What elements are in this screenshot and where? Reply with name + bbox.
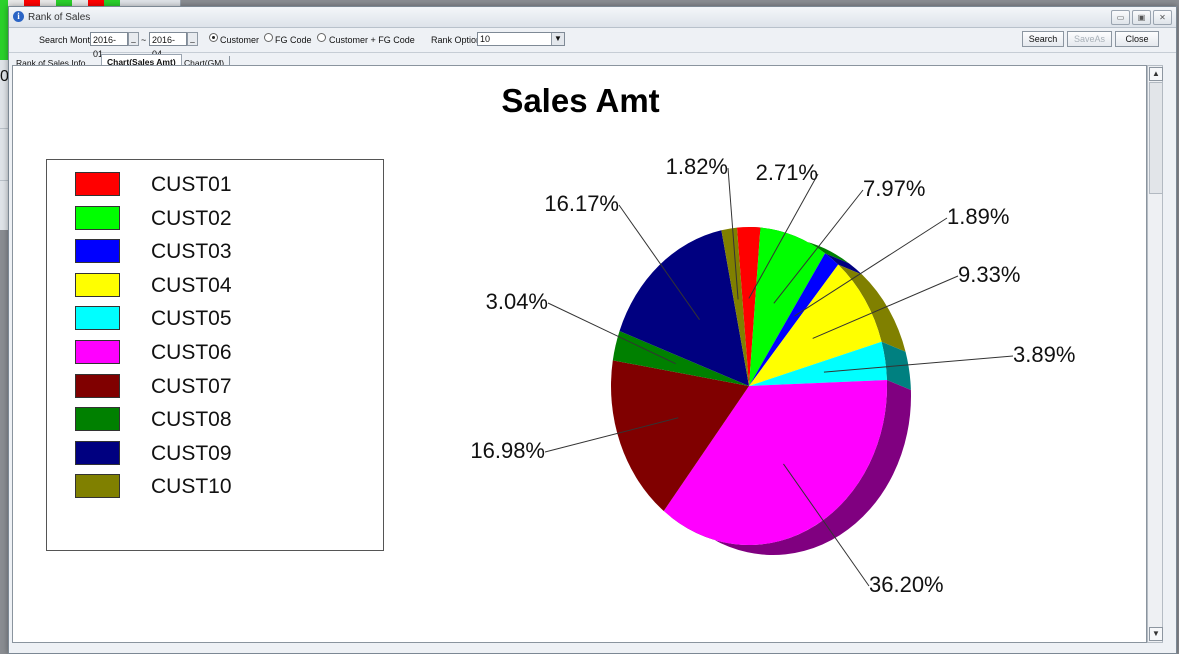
pie-slice xyxy=(749,253,839,386)
radio-customer[interactable] xyxy=(209,33,218,42)
vertical-scrollbar[interactable]: ▲ ▼ xyxy=(1147,65,1163,643)
legend-swatch xyxy=(75,373,120,398)
pie-slice-side xyxy=(825,253,863,275)
legend-swatch xyxy=(75,474,120,499)
legend-label: CUST07 xyxy=(151,374,232,398)
pie-slice xyxy=(749,227,826,386)
leader-line xyxy=(773,189,864,304)
radio-customer-label: Customer xyxy=(220,35,260,45)
leader-line xyxy=(823,355,1014,373)
legend-label: CUST06 xyxy=(151,341,232,364)
month-from-field[interactable]: 2016-01 xyxy=(90,32,128,59)
legend-swatch xyxy=(75,440,120,465)
pie-chart: 2.71% 7.97% 1.89% 9.33% 3.89% 36.20% 16.98% 3.0… xyxy=(470,154,1075,597)
pie-slice xyxy=(736,227,761,386)
legend-swatch xyxy=(75,205,120,230)
tab-chart-gm[interactable]: Chart(GM) xyxy=(179,56,231,71)
rank-option-label: Rank Option xyxy=(431,35,482,45)
data-label: 36.20% xyxy=(869,572,944,597)
data-label: 2.71% xyxy=(756,160,818,185)
toolbar: Search Month 2016-01 _ ~ 2016-04 _ Custo… xyxy=(9,28,1176,59)
rank-option-value: 10 xyxy=(480,34,491,44)
rank-option-select[interactable]: 10 ▼ xyxy=(477,32,565,46)
data-label: 3.04% xyxy=(486,289,548,314)
month-to-field[interactable]: 2016-04 xyxy=(149,32,187,59)
legend-label: CUST05 xyxy=(151,307,232,331)
leader-line xyxy=(547,302,676,365)
chart-panel: Sales Amt CUST01 CUST02 CUST03 CUST04 CUST05… xyxy=(12,65,1147,643)
leader-line xyxy=(783,463,870,587)
scroll-down-arrow[interactable]: ▼ xyxy=(1149,627,1163,641)
scroll-up-arrow[interactable]: ▲ xyxy=(1149,67,1163,81)
legend-swatch xyxy=(75,172,120,196)
data-label: 9.33% xyxy=(958,262,1020,287)
month-separator: ~ xyxy=(141,35,147,45)
pie-slice xyxy=(749,341,887,386)
pie-slice xyxy=(721,227,749,386)
pie-slice xyxy=(749,264,882,386)
radio-customer-fg-code-label: Customer + FG Code xyxy=(329,35,415,45)
close-window-button[interactable]: ✕ xyxy=(1153,10,1172,25)
leader-line xyxy=(794,217,948,317)
month-from-picker-button[interactable]: _ xyxy=(128,32,139,46)
pie-slice xyxy=(612,331,749,386)
legend-swatch xyxy=(75,340,120,364)
close-button[interactable]: Close xyxy=(1115,31,1159,47)
legend-label: CUST09 xyxy=(151,441,232,465)
maximize-button[interactable]: ▣ xyxy=(1132,10,1151,25)
legend-swatch xyxy=(75,239,120,264)
saveas-button[interactable]: SaveAs xyxy=(1067,31,1112,47)
pie-slice-side xyxy=(838,264,906,352)
minimize-button[interactable]: ▭ xyxy=(1111,10,1130,25)
data-label: 1.82% xyxy=(666,154,728,179)
leader-line xyxy=(544,417,679,453)
window-title: Rank of Sales xyxy=(28,12,91,23)
background-swatches xyxy=(8,0,120,10)
window-controls: ▭ ▣ ✕ xyxy=(1111,10,1172,25)
title-bar: i Rank of Sales ▭ ▣ ✕ xyxy=(9,7,1176,28)
legend-swatch xyxy=(75,272,120,297)
legend-swatch xyxy=(75,407,120,432)
data-label: 3.89% xyxy=(1013,342,1075,367)
data-label: 16.98% xyxy=(470,438,545,463)
data-label: 16.17% xyxy=(544,191,619,216)
data-label: 1.89% xyxy=(947,204,1009,229)
legend-swatch xyxy=(75,306,120,331)
background-accent xyxy=(0,0,8,60)
data-label: 7.97% xyxy=(863,176,925,201)
tab-rank-of-sales-info[interactable]: Rank of Sales Info xyxy=(16,58,86,68)
leader-line xyxy=(812,275,959,339)
radio-fg-code[interactable] xyxy=(264,33,273,42)
background-cell-value: 0 xyxy=(0,68,9,85)
leader-line xyxy=(748,173,819,299)
chart-legend: CUST01 CUST02 CUST03 CUST04 CUST05 CUST06 CUST… xyxy=(46,159,384,551)
legend-label: CUST08 xyxy=(151,408,232,432)
legend-label: CUST04 xyxy=(151,273,232,297)
radio-customer-fg-code[interactable] xyxy=(317,33,326,42)
pie-slice-side xyxy=(671,380,911,555)
legend-label: CUST03 xyxy=(151,240,232,264)
legend-label: CUST02 xyxy=(151,206,232,230)
leader-line xyxy=(618,204,700,320)
pie-slice xyxy=(619,230,749,386)
legend-label: CUST01 xyxy=(151,173,232,196)
search-month-label: Search Month xyxy=(39,35,96,45)
month-to-picker-button[interactable]: _ xyxy=(187,32,198,46)
leader-line xyxy=(727,167,739,300)
search-button[interactable]: Search xyxy=(1022,31,1064,47)
pie-slice xyxy=(663,380,887,545)
chart-title: Sales Amt xyxy=(501,82,660,119)
scroll-thumb[interactable] xyxy=(1149,82,1163,194)
info-icon: i xyxy=(13,11,24,22)
pie-slice xyxy=(611,360,749,512)
chevron-down-icon[interactable]: ▼ xyxy=(551,33,564,45)
radio-fg-code-label: FG Code xyxy=(275,35,312,45)
legend-label: CUST10 xyxy=(151,475,232,499)
